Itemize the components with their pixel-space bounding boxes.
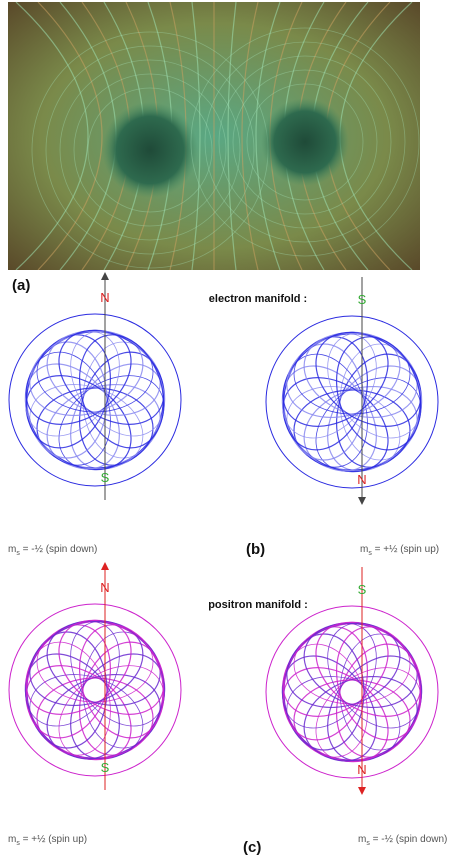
axis-arrow bbox=[101, 272, 109, 280]
torus-diagram: SN bbox=[263, 277, 441, 505]
pole-label: N bbox=[357, 762, 366, 777]
spin-label: ms = +½ (spin up) bbox=[360, 544, 439, 557]
panel-label: (c) bbox=[243, 839, 261, 856]
torus-diagram: NS bbox=[6, 272, 184, 500]
axis-arrow bbox=[101, 562, 109, 570]
torus-diagram: NS bbox=[6, 562, 184, 790]
panel-title: positron manifold : bbox=[208, 599, 308, 611]
pole-label: N bbox=[100, 290, 109, 305]
sphere-outline bbox=[266, 606, 438, 778]
panel-label: (a) bbox=[12, 277, 30, 294]
pole-label: S bbox=[358, 292, 367, 307]
spin-label: ms = +½ (spin up) bbox=[8, 834, 87, 847]
spin-label-part: m bbox=[360, 544, 368, 555]
spin-label-part: = -½ (spin down) bbox=[370, 834, 448, 845]
sphere-outline bbox=[9, 604, 181, 776]
panel-title: electron manifold : bbox=[209, 293, 307, 305]
spin-label: ms = -½ (spin down) bbox=[8, 544, 97, 557]
spin-label-part: m bbox=[8, 544, 16, 555]
pole-label: S bbox=[358, 582, 367, 597]
pole-label: N bbox=[357, 472, 366, 487]
axis-arrow bbox=[358, 787, 366, 795]
figure: (a) electron manifold : (b) positron man… bbox=[0, 0, 464, 858]
pole-label: S bbox=[101, 470, 110, 485]
sphere-outline bbox=[266, 316, 438, 488]
spin-label-part: = +½ (spin up) bbox=[372, 544, 439, 555]
spin-label-part: m bbox=[8, 834, 16, 845]
field-photo bbox=[8, 2, 420, 270]
panel-label: (b) bbox=[246, 541, 265, 558]
pole-spot bbox=[102, 102, 198, 198]
sphere-outline bbox=[9, 314, 181, 486]
spin-label-part: = -½ (spin down) bbox=[20, 544, 98, 555]
pole-label: S bbox=[101, 760, 110, 775]
pole-spot bbox=[261, 98, 349, 186]
spin-label: ms = -½ (spin down) bbox=[358, 834, 447, 847]
spin-label-part: = +½ (spin up) bbox=[20, 834, 87, 845]
pole-label: N bbox=[100, 580, 109, 595]
axis-arrow bbox=[358, 497, 366, 505]
spin-label-part: m bbox=[358, 834, 366, 845]
